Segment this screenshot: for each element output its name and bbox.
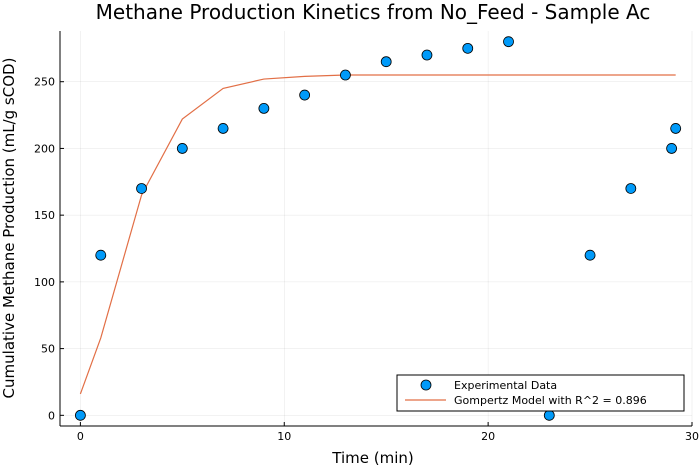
x-ticks: 0 10 20 30 bbox=[77, 422, 699, 443]
data-point-4 bbox=[217, 123, 229, 134]
data-point-5 bbox=[258, 102, 270, 114]
y-tick-label-2: 100 bbox=[34, 276, 55, 289]
data-point-12 bbox=[543, 409, 555, 421]
y-tick-label-3: 150 bbox=[34, 209, 55, 222]
plot-area bbox=[74, 36, 682, 421]
y-ticks: 0 50 100 150 200 250 bbox=[34, 76, 64, 422]
data-point-9 bbox=[421, 49, 433, 61]
data-point-6 bbox=[299, 89, 311, 101]
legend-box bbox=[396, 374, 685, 412]
data-point-13 bbox=[584, 249, 596, 261]
x-tick-label-1: 10 bbox=[277, 430, 291, 443]
legend-label-experimental: Experimental Data bbox=[454, 379, 557, 392]
x-tick-label-0: 0 bbox=[77, 430, 84, 443]
data-point-10 bbox=[462, 42, 474, 54]
legend-marker-experimental bbox=[420, 379, 432, 391]
data-point-3 bbox=[176, 143, 188, 154]
x-tick-label-2: 20 bbox=[481, 430, 495, 443]
chart-title: Methane Production Kinetics from No_Feed… bbox=[96, 0, 651, 24]
data-point-14 bbox=[625, 183, 637, 194]
y-tick-label-4: 200 bbox=[34, 142, 55, 155]
data-point-1 bbox=[95, 249, 107, 261]
data-point-2 bbox=[136, 183, 147, 194]
y-tick-label-5: 250 bbox=[34, 76, 55, 89]
y-tick-label-1: 50 bbox=[41, 343, 55, 356]
x-tick-label-3: 30 bbox=[685, 430, 699, 443]
data-point-11 bbox=[503, 36, 514, 48]
data-point-15 bbox=[666, 143, 678, 154]
x-axis-label: Time (min) bbox=[331, 449, 413, 467]
grid bbox=[60, 31, 693, 426]
data-point-8 bbox=[380, 56, 392, 68]
data-point-16 bbox=[670, 123, 682, 134]
data-point-7 bbox=[340, 69, 351, 81]
legend-label-gompertz: Gompertz Model with R^2 = 0.896 bbox=[454, 394, 647, 407]
data-point-0 bbox=[74, 409, 86, 421]
y-axis-label: Cumulative Methane Production (mL/g sCOD… bbox=[0, 58, 18, 399]
y-tick-label-0: 0 bbox=[48, 409, 55, 422]
series-line-1 bbox=[79, 74, 676, 395]
legend: Experimental Data Gompertz Model with R^… bbox=[396, 374, 685, 412]
axes bbox=[59, 31, 692, 427]
